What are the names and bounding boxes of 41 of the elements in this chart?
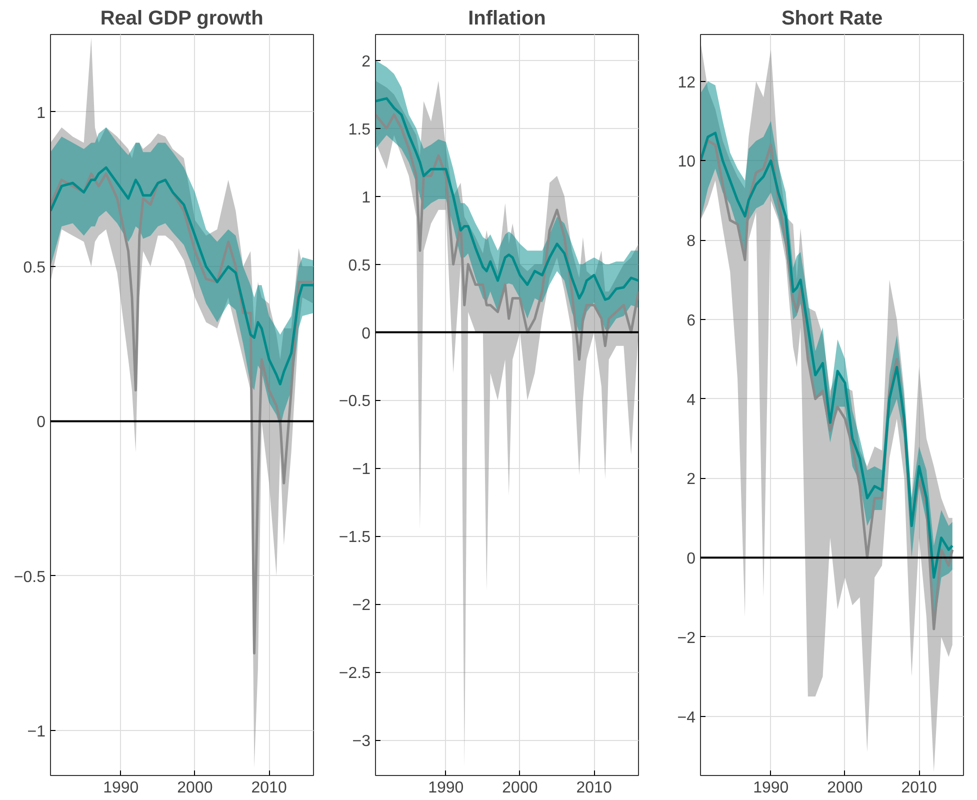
y-tick-label: 4 [686, 392, 696, 409]
x-tick-label: 1990 [753, 780, 789, 796]
y-tick-label: 0 [686, 550, 696, 568]
y-tick-label: 0.5 [23, 260, 46, 277]
chart-title: Short Rate [781, 8, 883, 30]
y-tick-label: 2 [686, 471, 696, 488]
y-tick-label: 0 [36, 414, 46, 432]
y-tick-label: 1 [36, 104, 46, 122]
y-tick-label: −1.5 [338, 529, 371, 546]
line-series [50, 166, 314, 386]
y-tick-label: 0.5 [348, 257, 371, 274]
x-tick-label: 1990 [103, 780, 139, 796]
y-tick-label: 2 [362, 53, 371, 70]
line-series [50, 172, 314, 655]
y-tick-label: 12 [678, 74, 696, 92]
x-tick-label: 2000 [502, 780, 538, 796]
y-tick-label: 1 [362, 189, 371, 206]
x-tick-label: 2000 [177, 780, 213, 796]
y-tick-label: −4 [677, 709, 696, 726]
y-tick-label: 10 [678, 154, 696, 171]
y-tick-label: −0.5 [14, 568, 46, 586]
y-tick-label: 0 [362, 325, 371, 342]
chart-title: Real GDP growth [100, 8, 264, 30]
y-tick-label: 1.5 [348, 121, 371, 138]
x-tick-label: 2010 [251, 780, 287, 796]
x-tick-label: 2010 [901, 780, 937, 796]
x-tick-label: 2010 [576, 780, 612, 796]
y-tick-label: −1 [27, 724, 46, 741]
y-tick-label: −1 [352, 461, 371, 478]
y-tick-label: 8 [686, 233, 696, 250]
chart-title: Inflation [468, 8, 546, 30]
line-series [376, 113, 638, 361]
y-tick-label: −2 [352, 597, 371, 614]
y-tick-label: 6 [686, 312, 696, 330]
y-tick-label: −0.5 [338, 393, 371, 410]
line-series [376, 97, 638, 301]
y-tick-label: −2 [677, 630, 696, 647]
y-tick-label: −3 [352, 733, 371, 750]
x-tick-label: 1990 [428, 780, 464, 796]
y-tick-label: −2.5 [338, 665, 371, 682]
x-tick-label: 2000 [827, 780, 863, 796]
